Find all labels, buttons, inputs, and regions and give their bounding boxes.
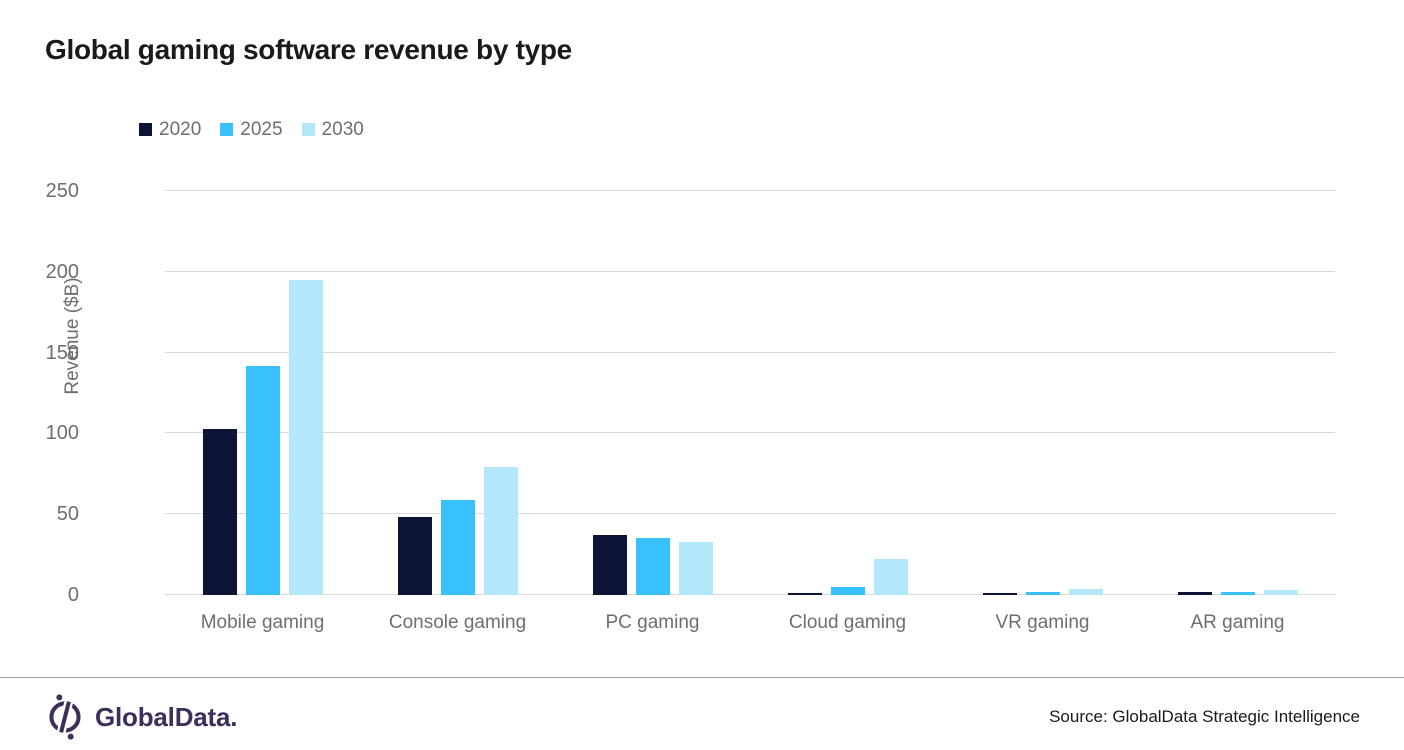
legend-item-2030: 2030: [301, 119, 364, 140]
bar-console-gaming-2025: [440, 499, 475, 595]
y-tick-label-200: 200: [45, 260, 79, 283]
legend-swatch-2025: [220, 123, 234, 136]
legend-swatch-2020: [139, 123, 152, 136]
globaldata-logo-icon: [49, 694, 81, 740]
bar-group-console-gaming: [397, 467, 518, 595]
bar-group-cloud-gaming: [787, 559, 908, 595]
globaldata-logo-text: GlobalData.: [95, 701, 238, 732]
bar-group-pc-gaming: [592, 535, 713, 595]
plot-area: 0 50 100 150 200 250: [46, 180, 1335, 606]
source-text: Source: GlobalData Strategic Intelligenc…: [1049, 707, 1360, 726]
x-axis-label-ar-gaming: AR gaming: [1190, 612, 1285, 633]
y-tick-label-100: 100: [45, 422, 79, 445]
chart-title: Global gaming software revenue by type: [45, 34, 572, 65]
bar-pc-gaming-2030: [678, 541, 713, 595]
y-tick-label-150: 150: [45, 341, 79, 364]
bar-ar-gaming-2020: [1177, 591, 1212, 595]
legend-label-2020: 2020: [159, 119, 202, 140]
legend-label-2025: 2025: [240, 119, 283, 140]
bar-vr-gaming-2020: [982, 593, 1017, 595]
bar-pc-gaming-2020: [592, 535, 627, 595]
y-tick-label-0: 0: [67, 584, 79, 606]
footer-divider: [0, 677, 1404, 678]
bar-console-gaming-2020: [397, 517, 432, 595]
legend-label-2030: 2030: [321, 119, 364, 140]
x-axis-label-pc-gaming: PC gaming: [605, 612, 700, 633]
gridline-200: [165, 270, 1335, 272]
gridline-50: [165, 513, 1335, 515]
bar-mobile-gaming-2020: [202, 428, 237, 595]
x-axis-label-cloud-gaming: Cloud gaming: [788, 612, 907, 633]
bar-group-mobile-gaming: [202, 279, 323, 595]
bar-console-gaming-2030: [483, 467, 518, 595]
y-axis-title: Revenue ($B): [62, 277, 83, 395]
bar-ar-gaming-2030: [1263, 590, 1298, 595]
bar-ar-gaming-2025: [1220, 591, 1255, 595]
bar-mobile-gaming-2030: [288, 279, 323, 595]
legend-swatch-2030: [301, 123, 315, 136]
bar-cloud-gaming-2025: [830, 586, 865, 595]
x-axis-label-vr-gaming: VR gaming: [995, 612, 1090, 633]
x-axis-label-mobile-gaming: Mobile gaming: [200, 612, 325, 633]
legend-item-2020: 2020: [139, 120, 201, 139]
bar-group-vr-gaming: [982, 588, 1103, 595]
bar-cloud-gaming-2020: [787, 593, 822, 595]
bar-pc-gaming-2025: [635, 538, 670, 595]
bar-mobile-gaming-2025: [245, 365, 280, 595]
x-axis-label-console-gaming: Console gaming: [388, 612, 527, 633]
y-tick-label-250: 250: [45, 180, 79, 202]
gridline-0: [165, 594, 1335, 595]
gridline-150: [165, 351, 1335, 353]
bar-group-ar-gaming: [1177, 590, 1298, 595]
bar-vr-gaming-2030: [1068, 588, 1103, 595]
gridline-100: [165, 432, 1335, 434]
legend-item-2025: 2025: [220, 119, 283, 140]
globaldata-logo: GlobalData.: [44, 694, 237, 740]
gridline-250: [165, 190, 1335, 191]
chart-legend: 2020 2025 2030: [139, 120, 364, 139]
bar-cloud-gaming-2030: [873, 559, 908, 595]
y-tick-label-50: 50: [56, 503, 79, 526]
bar-vr-gaming-2025: [1025, 591, 1060, 595]
